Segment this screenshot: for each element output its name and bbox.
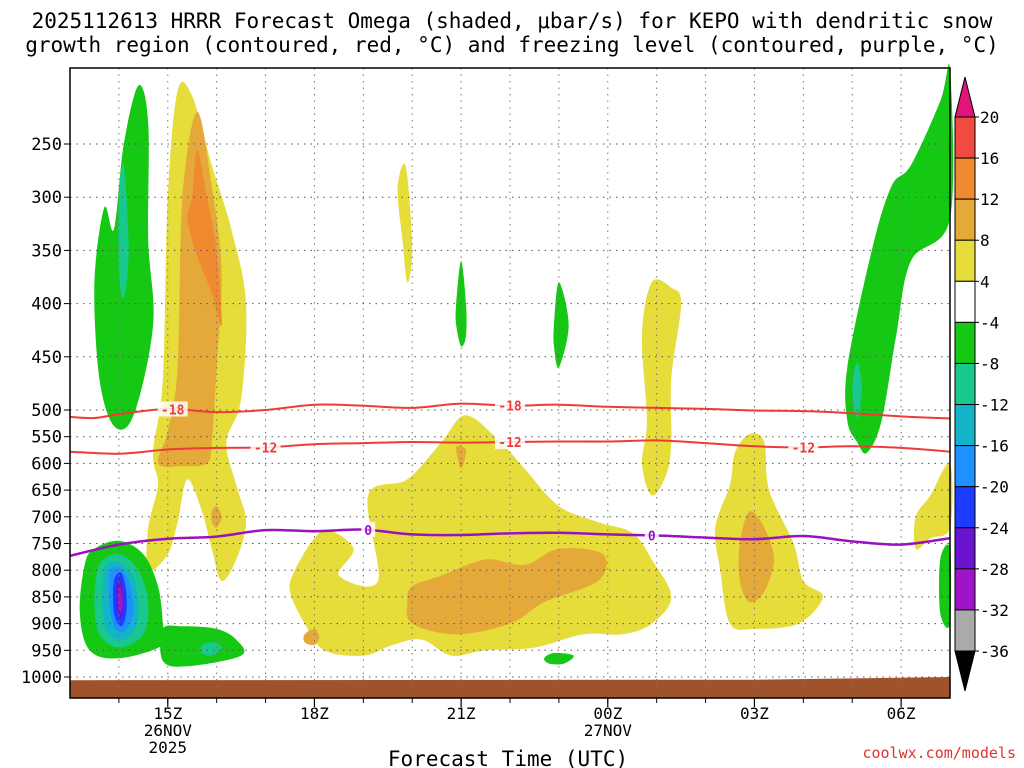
colorbar: 20 16 12 8 4 -4 -8 -12 -16 -20 -24 -28 -32 -36 [954, 76, 1009, 692]
x-tick-year-15Z: 2025 [149, 738, 188, 757]
x-tick-label-21Z: 21Z [447, 704, 476, 723]
colorbar-segment-1 [954, 157, 976, 200]
colorbar-label-6: -8 [980, 354, 999, 373]
omega-region-16 [939, 544, 952, 629]
y-tick-label-550: 550 [31, 428, 62, 448]
x-tick-label-00Z: 00Z [593, 704, 622, 723]
y-tick-label-650: 650 [31, 481, 62, 501]
omega-region-14 [852, 362, 862, 418]
x-tick-date-00Z: 27NOV [584, 721, 633, 740]
colorbar-label-12: -32 [980, 601, 1009, 620]
freezing-level-line-label-0: 0 [364, 524, 372, 539]
omega-region-5 [397, 163, 413, 283]
chart-title-line2: growth region (contoured, red, °C) and f… [25, 33, 999, 57]
isotherm--18-label-0: -18 [161, 403, 185, 418]
contour-layer: -18 -18 -12 -12 -12 0 0 [69, 397, 951, 558]
x-tick-date-15Z: 26NOV [144, 721, 193, 740]
omega-region-29 [456, 445, 467, 469]
colorbar-label-1: 16 [980, 149, 999, 168]
omega-region-25 [200, 642, 222, 656]
x-tick-label-18Z: 18Z [300, 704, 329, 723]
colorbar-segment-6 [954, 362, 976, 406]
isotherm--12-label-bg-0 [250, 439, 281, 455]
omega-region-1 [118, 163, 129, 299]
y-tick-label-900: 900 [31, 615, 62, 635]
colorbar-segment-10 [954, 527, 976, 570]
freezing-level-line-label-1: 0 [648, 529, 656, 544]
colorbar-segment-8 [954, 445, 976, 488]
isotherm--12-label-bg-1 [495, 434, 525, 450]
y-tick-label-600: 600 [31, 454, 62, 474]
colorbar-top-cap [954, 76, 976, 118]
credit-text: coolwx.com/models [862, 744, 1016, 762]
omega-region-12 [738, 511, 774, 603]
y-tick-label-400: 400 [31, 295, 62, 315]
y-tick-label-250: 250 [31, 135, 62, 155]
omega-region-4 [187, 149, 222, 327]
surface-layer [70, 677, 950, 698]
colorbar-segment-7 [954, 404, 976, 447]
grid-layer [70, 68, 950, 698]
y-tick-label-850: 850 [31, 588, 62, 608]
y-tick-label-350: 350 [31, 241, 62, 261]
isotherm--18-label-bg-1 [495, 397, 525, 413]
isotherm--12-label-0: -12 [254, 441, 277, 456]
colorbar-label-5: -4 [980, 313, 999, 332]
omega-region-27 [303, 628, 320, 646]
x-tick-label-15Z: 15Z [153, 704, 182, 723]
colorbar-label-10: -24 [980, 519, 1009, 538]
colorbar-label-4: 4 [980, 272, 990, 291]
colorbar-segment-9 [954, 486, 976, 529]
colorbar-segment-0 [954, 116, 976, 159]
x-tick-label-03Z: 03Z [740, 704, 769, 723]
omega-region-9 [406, 548, 607, 635]
y-tick-label-300: 300 [31, 188, 62, 208]
colorbar-segment-11 [954, 568, 976, 611]
isotherm--18-label-bg-0 [157, 401, 188, 417]
omega-region-26 [544, 652, 574, 665]
colorbar-label-7: -12 [980, 396, 1009, 415]
x-tick-label-06Z: 06Z [887, 704, 916, 723]
y-tick-label-500: 500 [31, 401, 62, 421]
surface-terrain [70, 677, 950, 698]
colorbar-segment-12 [954, 609, 976, 652]
colorbar-label-3: 8 [980, 231, 990, 250]
x-axis-label: Forecast Time (UTC) [388, 747, 628, 768]
colorbar-label-0: 20 [980, 108, 999, 127]
colorbar-bottom-cap [954, 650, 976, 692]
colorbar-segment-5 [954, 321, 976, 364]
colorbar-label-8: -16 [980, 437, 1009, 456]
colorbar-label-13: -36 [980, 642, 1009, 661]
y-tick-label-700: 700 [31, 508, 62, 528]
colorbar-label-9: -20 [980, 478, 1009, 497]
colorbar-label-2: 12 [980, 190, 999, 209]
colorbar-label-11: -28 [980, 560, 1009, 579]
freezing-level-line-label-bg-0 [361, 522, 376, 538]
freezing-level-line-label-bg-1 [644, 527, 659, 543]
omega-region-24 [118, 588, 123, 613]
chart-title-line1: 2025112613 HRRR Forecast Omega (shaded, … [32, 9, 993, 33]
y-tick-label-950: 950 [31, 641, 62, 661]
omega-region-13 [845, 63, 954, 454]
isotherm--18-label-1: -18 [498, 400, 522, 415]
omega-region-15 [913, 462, 953, 550]
y-tick-label-450: 450 [31, 348, 62, 368]
isotherm--12-label-bg-2 [788, 439, 819, 455]
plot-area: -18 -18 -12 -12 -12 0 0 [69, 63, 954, 699]
colorbar-segment-3 [954, 239, 976, 282]
colorbar-segment-4 [954, 280, 976, 323]
colorbar-segment-2 [954, 198, 976, 241]
isotherm--12-label-2: -12 [792, 441, 815, 456]
y-tick-label-800: 800 [31, 561, 62, 581]
y-axis: 250 300 350 400 450 500 550 600 650 700 750 800 850 9… [21, 135, 70, 688]
y-tick-label-750: 750 [31, 535, 62, 555]
y-tick-label-1000: 1000 [21, 668, 62, 688]
omega-shading-layer [79, 63, 954, 667]
isotherm--12-label-1: -12 [498, 436, 521, 451]
freezing-level-line [69, 528, 951, 558]
